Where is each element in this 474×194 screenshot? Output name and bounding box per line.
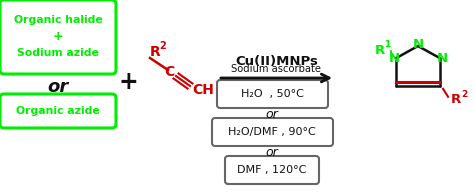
FancyBboxPatch shape (225, 156, 319, 184)
Text: +: + (53, 30, 64, 43)
Text: H₂O/DMF , 90°C: H₂O/DMF , 90°C (228, 127, 316, 137)
FancyBboxPatch shape (212, 118, 333, 146)
Text: or: or (265, 108, 278, 121)
FancyBboxPatch shape (0, 0, 116, 74)
Text: Sodium ascorbate: Sodium ascorbate (231, 64, 321, 74)
Text: R: R (451, 93, 461, 106)
Text: R: R (375, 44, 385, 57)
Text: N: N (388, 52, 400, 65)
Text: H₂O  , 50°C: H₂O , 50°C (241, 89, 303, 99)
FancyBboxPatch shape (217, 80, 328, 108)
Text: +: + (118, 70, 138, 94)
Text: N: N (412, 38, 424, 51)
Text: 2: 2 (159, 41, 166, 51)
Text: Organic azide: Organic azide (16, 106, 100, 116)
Text: Sodium azide: Sodium azide (17, 48, 99, 58)
Text: Cu(II)MNPs: Cu(II)MNPs (235, 55, 318, 68)
Text: or: or (265, 146, 278, 159)
Text: 2: 2 (461, 90, 467, 99)
FancyBboxPatch shape (0, 94, 116, 128)
Text: C: C (164, 65, 174, 79)
Text: CH: CH (192, 83, 214, 97)
Text: DMF , 120°C: DMF , 120°C (237, 165, 307, 175)
Text: N: N (437, 52, 447, 65)
Text: 1: 1 (384, 40, 390, 49)
Text: Organic halide: Organic halide (14, 15, 102, 25)
Text: R: R (150, 45, 161, 59)
Text: or: or (47, 78, 69, 96)
